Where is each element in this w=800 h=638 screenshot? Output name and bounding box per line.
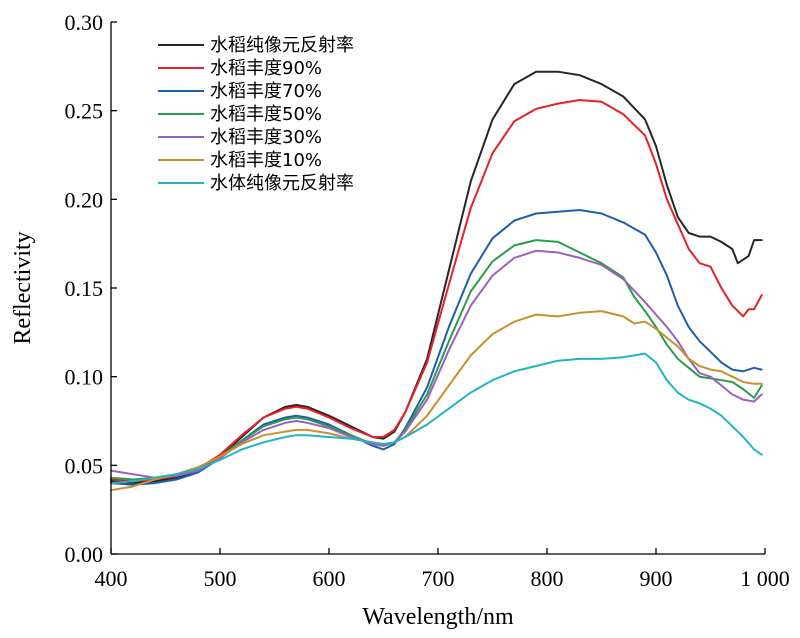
x-tick-label: 700 [422,566,455,591]
x-axis-title: Wavelength/nm [362,604,514,630]
axes-group: 0.00 0.05 0.10 0.15 0.20 0.25 0.30 400 500 600 700… [65,10,790,591]
legend-label-3: 水稻丰度70% [210,81,322,102]
legend-label-1: 水稻纯像元反射率 [210,35,354,56]
series-line-4 [110,239,763,481]
y-tick-label: 0.00 [65,542,104,567]
y-axis-title: Reflectivity [10,231,36,344]
x-tick-label: 600 [313,566,346,591]
x-tick-label: 1 000 [740,566,790,591]
series-line-7 [110,352,763,485]
legend: 水稻纯像元反射率水稻丰度90%水稻丰度70%水稻丰度50%水稻丰度30%水稻丰度… [158,35,354,194]
series-line-5 [110,249,763,479]
legend-label-4: 水稻丰度50% [210,104,322,125]
y-tick-label: 0.25 [65,99,104,124]
legend-label-2: 水稻丰度90% [210,58,322,79]
x-tick-label: 400 [95,566,128,591]
series-line-1 [110,70,763,485]
series-line-6 [110,310,763,492]
series-line-3 [110,209,763,486]
series-group [110,70,763,492]
legend-label-6: 水稻丰度10% [210,150,322,171]
x-tick-label: 500 [204,566,237,591]
y-tick-label: 0.10 [65,365,104,390]
legend-label-7: 水体纯像元反射率 [210,173,354,194]
legend-label-5: 水稻丰度30% [210,127,322,148]
y-tick-label: 0.15 [65,276,104,301]
x-tick-label: 900 [640,566,673,591]
y-tick-label: 0.05 [65,453,104,478]
x-tick-label: 800 [531,566,564,591]
y-tick-label: 0.20 [65,187,104,212]
series-line-2 [110,99,763,483]
y-tick-label: 0.30 [65,10,104,35]
